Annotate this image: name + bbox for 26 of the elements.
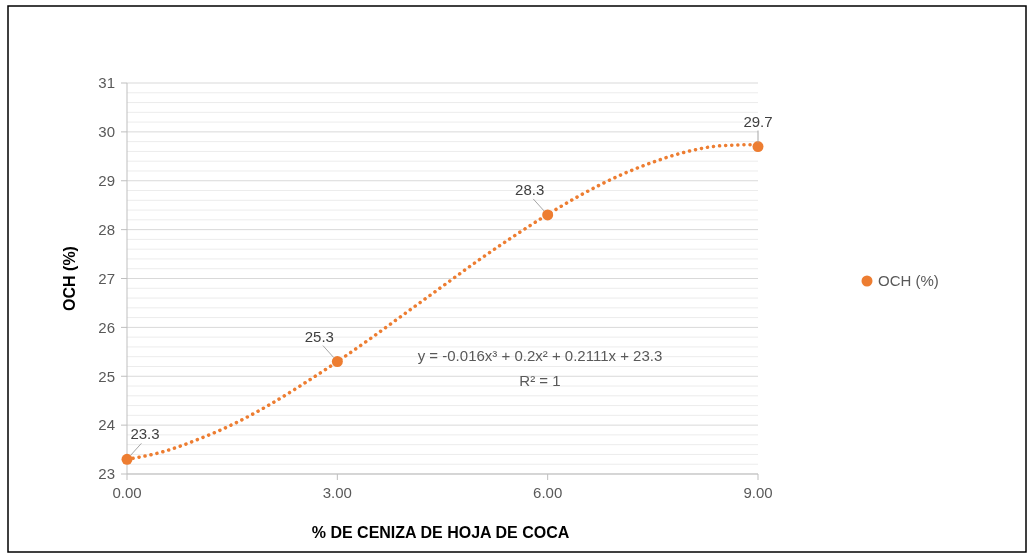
point — [752, 141, 764, 153]
x-tick-label: 3.00 — [322, 484, 352, 501]
y-tick-label: 31 — [98, 74, 115, 92]
legend-label: OCH (%) — [878, 272, 939, 290]
x-tick-label: 6.00 — [533, 484, 563, 501]
data-label: 28.3 — [515, 180, 545, 198]
y-tick-label: 27 — [98, 269, 115, 287]
annotation: y = -0.016x³ + 0.2x² + 0.2111x + 23.3 — [417, 347, 663, 364]
data-label: 23.3 — [130, 425, 160, 443]
point — [121, 453, 133, 465]
y-tick-label: 30 — [98, 123, 115, 141]
y-axis-title: OCH (%) — [61, 246, 78, 311]
x-tick-label: 0.00 — [112, 484, 142, 501]
data-label: 25.3 — [304, 327, 334, 345]
y-tick-label: 24 — [98, 416, 115, 434]
x-axis-title: % DE CENIZA DE HOJA DE COCA — [311, 524, 570, 541]
annotation: R² = 1 — [519, 372, 561, 389]
y-tick-label: 26 — [98, 318, 115, 336]
y-tick-label: 25 — [98, 367, 115, 385]
x-tick-label: 9.00 — [743, 484, 773, 501]
point — [331, 356, 343, 368]
y-tick-label: 28 — [98, 220, 115, 238]
point — [542, 209, 554, 221]
y-tick-label: 23 — [98, 465, 115, 483]
y-tick-label: 29 — [98, 172, 115, 189]
data-label: 29.7 — [743, 112, 773, 130]
